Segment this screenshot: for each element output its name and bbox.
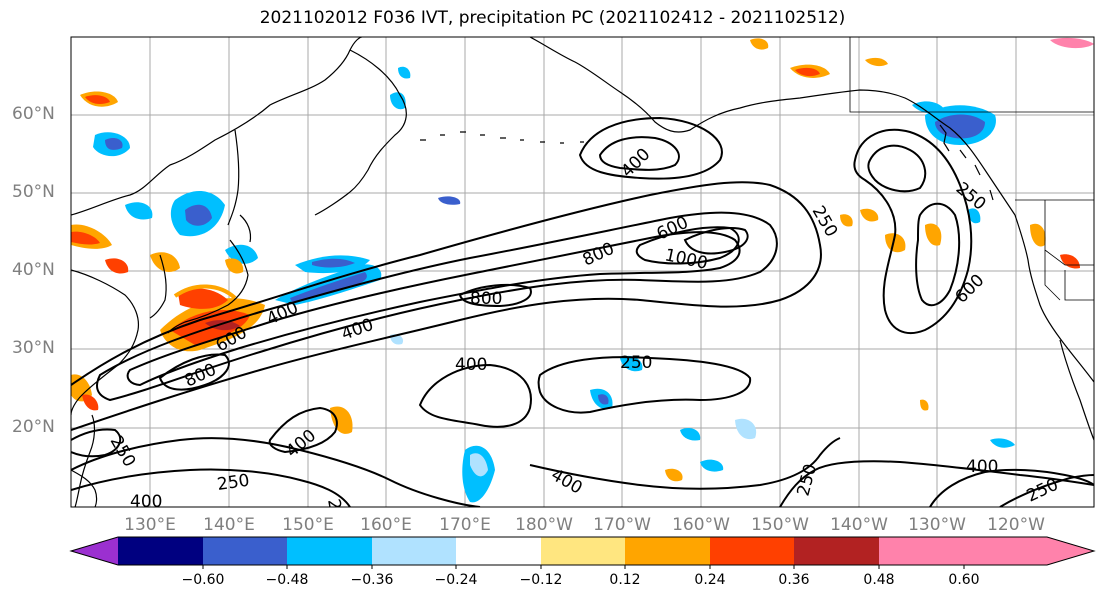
colorbar-segment [203,537,287,565]
colorbar-segment [287,537,372,565]
colorbar [69,536,1096,569]
lat-label: 20°N [12,417,55,437]
lon-label: 140°E [203,515,255,535]
colorbar-segment [794,537,879,565]
colorbar-tick-label: −0.24 [434,572,478,588]
colorbar-tick-label: 0.24 [694,572,726,588]
colorbar-tick-label: −0.60 [181,572,225,588]
colorbar-tick-label: −0.48 [265,572,309,588]
map-frame [70,36,1095,508]
lat-label: 50°N [12,182,55,202]
lon-label: 170°E [439,515,491,535]
colorbar-extend-high [879,537,964,565]
colorbar-segment [372,537,456,565]
contour-label: 250 [216,471,251,495]
lon-label: 140°W [830,515,888,535]
lon-label: 130°W [908,515,966,535]
lon-label: 120°W [987,515,1045,535]
borders [849,37,1094,301]
lon-label: 150°E [282,515,334,535]
colorbar-segment [456,537,541,565]
lon-label: 160°E [360,515,412,535]
colorbar-tick-label: 0.12 [609,572,641,588]
colorbar-tick-label: 0.48 [863,572,895,588]
contour-label: 400 [455,355,487,375]
gridlines [71,37,1094,507]
map-title: 2021102012 F036 IVT, precipitation PC (2… [259,8,846,28]
contour-label: 800 [470,289,502,309]
lon-label: 150°W [751,515,809,535]
colorbar-extend-low [71,537,118,565]
colorbar-tick-label: −0.36 [350,572,394,588]
lon-label: 180°W [515,515,573,535]
contour-label: 400 [966,457,998,477]
lon-label: 170°W [593,515,651,535]
colorbar-tick-label: −0.12 [519,572,563,588]
ivt-contours [71,116,1094,507]
lon-label: 130°E [124,515,176,535]
contour-label: 250 [323,497,348,532]
colorbar-tick-label: 0.36 [778,572,810,588]
colorbar-segment [118,537,203,565]
colorbar-segment [625,537,710,565]
lat-label: 40°N [12,260,55,280]
colorbar-segment [710,537,794,565]
colorbar-segment [541,537,625,565]
lat-label: 60°N [12,104,55,124]
lon-label: 160°W [672,515,730,535]
contour-label: 400 [130,492,162,512]
lat-label: 30°N [12,338,55,358]
precip-shading [71,37,1094,503]
coastlines [71,37,1094,507]
colorbar-extend-high-arrow [964,537,1094,565]
colorbar-tick-label: 0.60 [948,572,980,588]
contour-label: 250 [620,353,652,373]
